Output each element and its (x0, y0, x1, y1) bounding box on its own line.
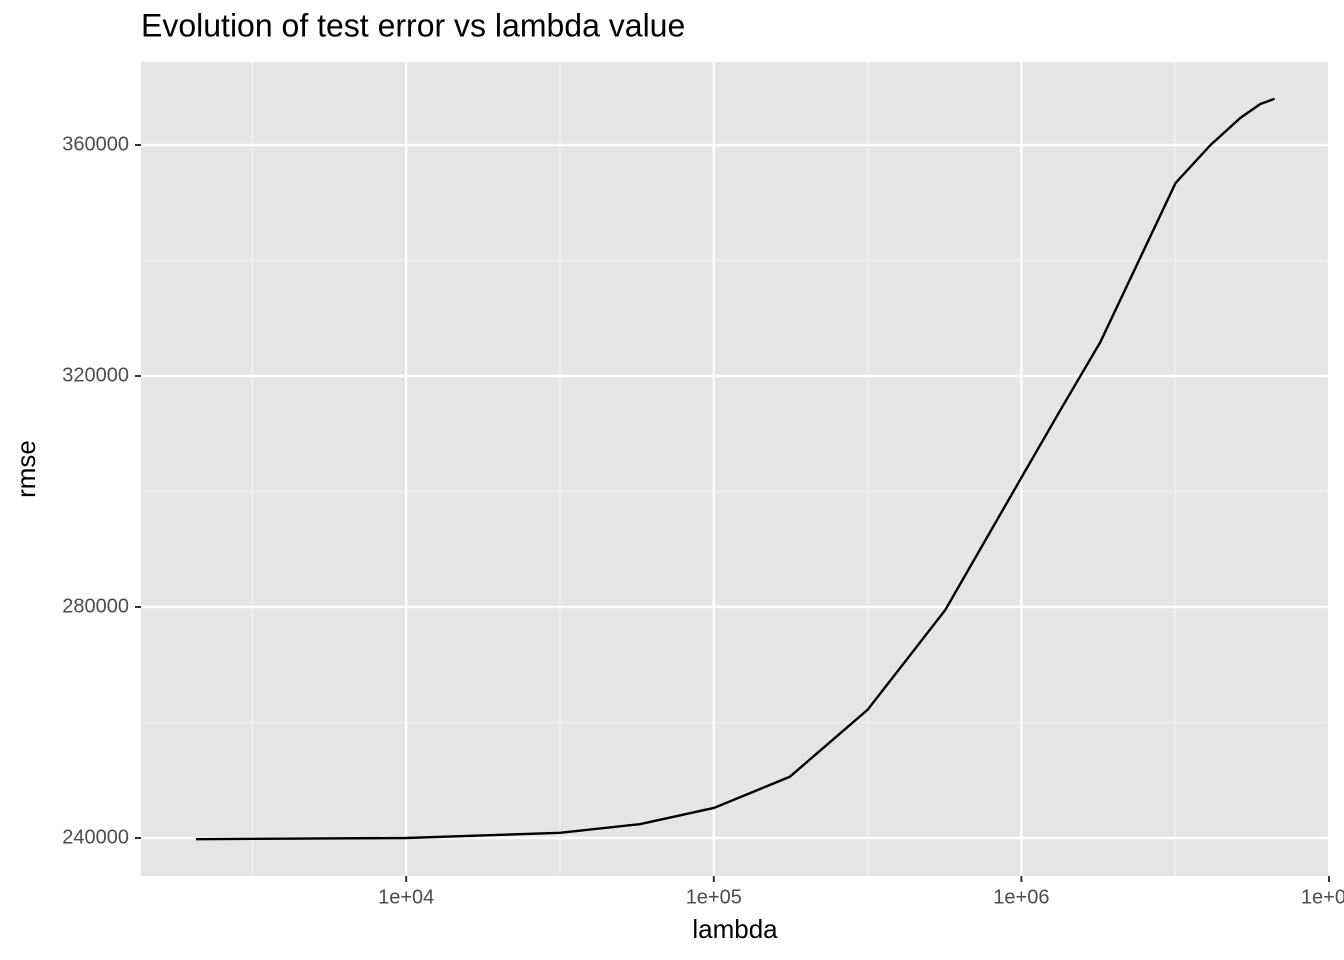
x-axis-title: lambda (692, 914, 778, 944)
y-tick-label: 240000 (62, 826, 129, 848)
x-tick-label: 1e+07 (1301, 886, 1344, 908)
y-tick-label: 320000 (62, 364, 129, 386)
x-tick-label: 1e+06 (993, 886, 1049, 908)
panel (141, 62, 1329, 876)
chart-title: Evolution of test error vs lambda value (141, 7, 685, 43)
y-tick-label: 360000 (62, 133, 129, 155)
y-tick-label: 280000 (62, 595, 129, 617)
line (196, 97, 1275, 841)
x-tick-label: 1e+04 (378, 886, 434, 908)
y-axis-title: rmse (11, 440, 41, 498)
x-tick-label: 1e+05 (686, 886, 742, 908)
